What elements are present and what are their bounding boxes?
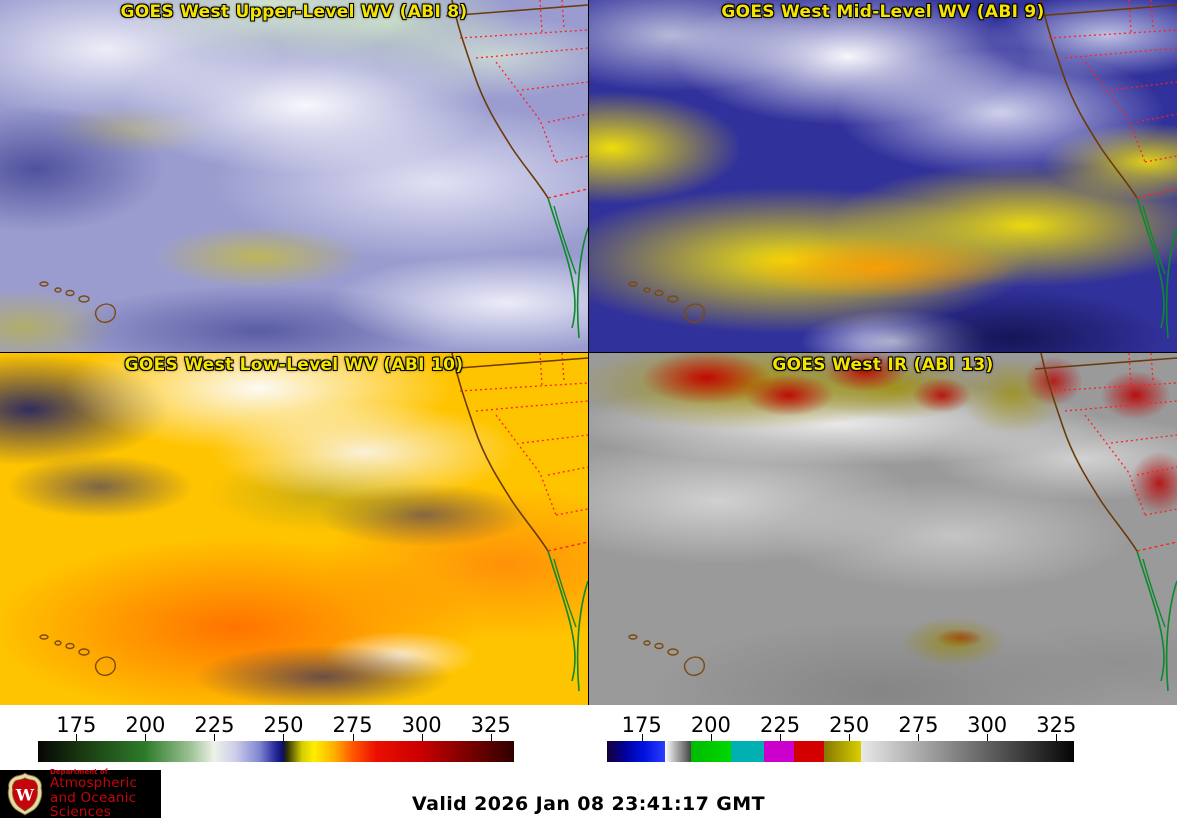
wv-tick-label: 200 — [125, 713, 166, 737]
wv-tick-label: 225 — [194, 713, 235, 737]
logo-text: Department of Atmospheric and Oceanic Sc… — [50, 768, 161, 820]
panel-mid-level-wv: GOES West Mid-Level WV (ABI 9) — [589, 0, 1177, 352]
wv-tick-label: 175 — [56, 713, 97, 737]
ir-tick-label: 275 — [898, 713, 939, 737]
panel-upper-level-wv: GOES West Upper-Level WV (ABI 8) — [0, 0, 588, 352]
panel-ir: GOES West IR (ABI 13) — [589, 353, 1177, 705]
crest-monogram: W — [15, 786, 35, 805]
wv-tick-label: 325 — [470, 713, 511, 737]
map-overlay — [39, 353, 588, 692]
footer: W Department of Atmospheric and Oceanic … — [0, 765, 1177, 820]
colorbar-row: 175 200 225 250 275 300 325 175 200 225 … — [0, 705, 1177, 765]
panel-low-level-wv: GOES West Low-Level WV (ABI 10) — [0, 353, 588, 705]
panel-title-abi10: GOES West Low-Level WV (ABI 10) — [124, 355, 464, 375]
ir-colorbar: 175 200 225 250 275 300 325 — [589, 705, 1177, 765]
ir-tick-label: 250 — [829, 713, 870, 737]
uw-aos-logo: W Department of Atmospheric and Oceanic … — [0, 768, 161, 820]
logo-line2: and Oceanic Sciences — [50, 789, 137, 820]
wv-colorbar-gradient — [38, 734, 515, 762]
map-overlay — [628, 0, 1177, 339]
logo-line1: Atmospheric — [50, 775, 138, 792]
panel-title-abi13: GOES West IR (ABI 13) — [772, 355, 994, 375]
uw-crest-shield-icon: W — [7, 772, 43, 816]
map-overlay — [628, 353, 1177, 692]
valid-time: Valid 2026 Jan 08 23:41:17 GMT — [412, 793, 765, 815]
logo-dept-line: Department of — [50, 768, 108, 777]
ir-colorbar-gradient — [606, 734, 1075, 762]
ir-tick-label: 300 — [967, 713, 1008, 737]
ir-tick-label: 325 — [1036, 713, 1077, 737]
map-overlay — [39, 0, 588, 339]
panel-grid: GOES West Upper-Level WV (ABI 8) GOES We… — [0, 0, 1177, 705]
panel-title-abi9: GOES West Mid-Level WV (ABI 9) — [721, 2, 1045, 22]
ir-tick-label: 225 — [760, 713, 801, 737]
ir-tick-label: 175 — [621, 713, 662, 737]
panel-title-abi8: GOES West Upper-Level WV (ABI 8) — [120, 2, 468, 22]
wv-tick-label: 300 — [401, 713, 442, 737]
ir-tick-label: 200 — [690, 713, 731, 737]
wv-tick-label: 250 — [263, 713, 304, 737]
wv-tick-label: 275 — [332, 713, 373, 737]
wv-colorbar: 175 200 225 250 275 300 325 — [0, 705, 588, 765]
